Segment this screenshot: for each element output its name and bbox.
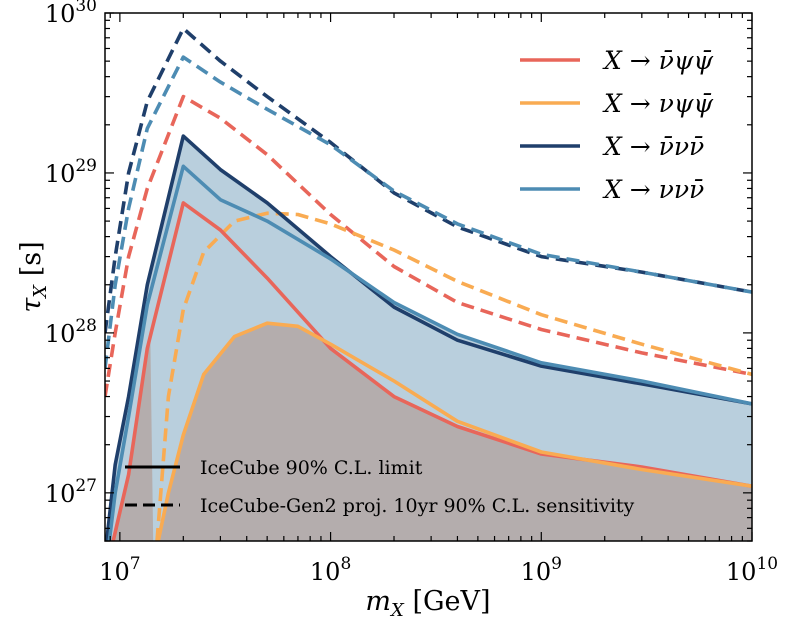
dashed-style-label: IceCube-Gen2 proj. 10yr 90% C.L. sensiti… bbox=[200, 495, 635, 517]
y-tick-label: 1030 bbox=[45, 0, 97, 28]
legend-label: X → ν̄νν̄ bbox=[602, 132, 704, 161]
axis-tick-labels: 107 108 109 1010 1027 1028 1029 1030 bbox=[45, 0, 778, 586]
x-tick-label: 1010 bbox=[726, 554, 778, 586]
x-tick-label: 107 bbox=[99, 554, 140, 586]
y-axis-label: τX [s] bbox=[16, 241, 51, 312]
plot-frame bbox=[104, 12, 753, 542]
line-style-legend: IceCube 90% C.L. limit IceCube-Gen2 proj.… bbox=[125, 457, 635, 517]
y-tick-label: 1028 bbox=[45, 316, 97, 348]
sensitivity-line-4 bbox=[105, 55, 752, 369]
axis-ticks bbox=[105, 12, 753, 542]
legend: X → ν̄ψψ̄ X → νψψ̄ X → ν̄νν̄ X → ννν̄ bbox=[520, 46, 713, 204]
y-tick-label: 1027 bbox=[45, 476, 97, 508]
shaded-regions bbox=[106, 138, 752, 541]
solid-style-label: IceCube 90% C.L. limit bbox=[200, 457, 423, 479]
x-tick-label: 109 bbox=[521, 554, 562, 586]
limit-intersection-fill bbox=[113, 323, 752, 541]
limit-line-1 bbox=[111, 201, 752, 541]
legend-label: X → νψψ̄ bbox=[602, 89, 713, 118]
legend-label: X → ν̄ψψ̄ bbox=[602, 46, 713, 75]
x-tick-label: 108 bbox=[310, 554, 351, 586]
sensitivity-line-1 bbox=[105, 94, 752, 397]
series-lines bbox=[105, 26, 752, 541]
limit-line-2 bbox=[156, 321, 752, 541]
sensitivity-line-2 bbox=[155, 211, 752, 541]
sensitivity-line-3 bbox=[105, 26, 752, 334]
limit-line-3 bbox=[105, 134, 752, 541]
legend-label: X → ννν̄ bbox=[602, 175, 704, 204]
x-axis-label: mX [GeV] bbox=[365, 586, 490, 621]
y-tick-label: 1029 bbox=[45, 156, 97, 188]
limit-line-4 bbox=[107, 164, 752, 541]
